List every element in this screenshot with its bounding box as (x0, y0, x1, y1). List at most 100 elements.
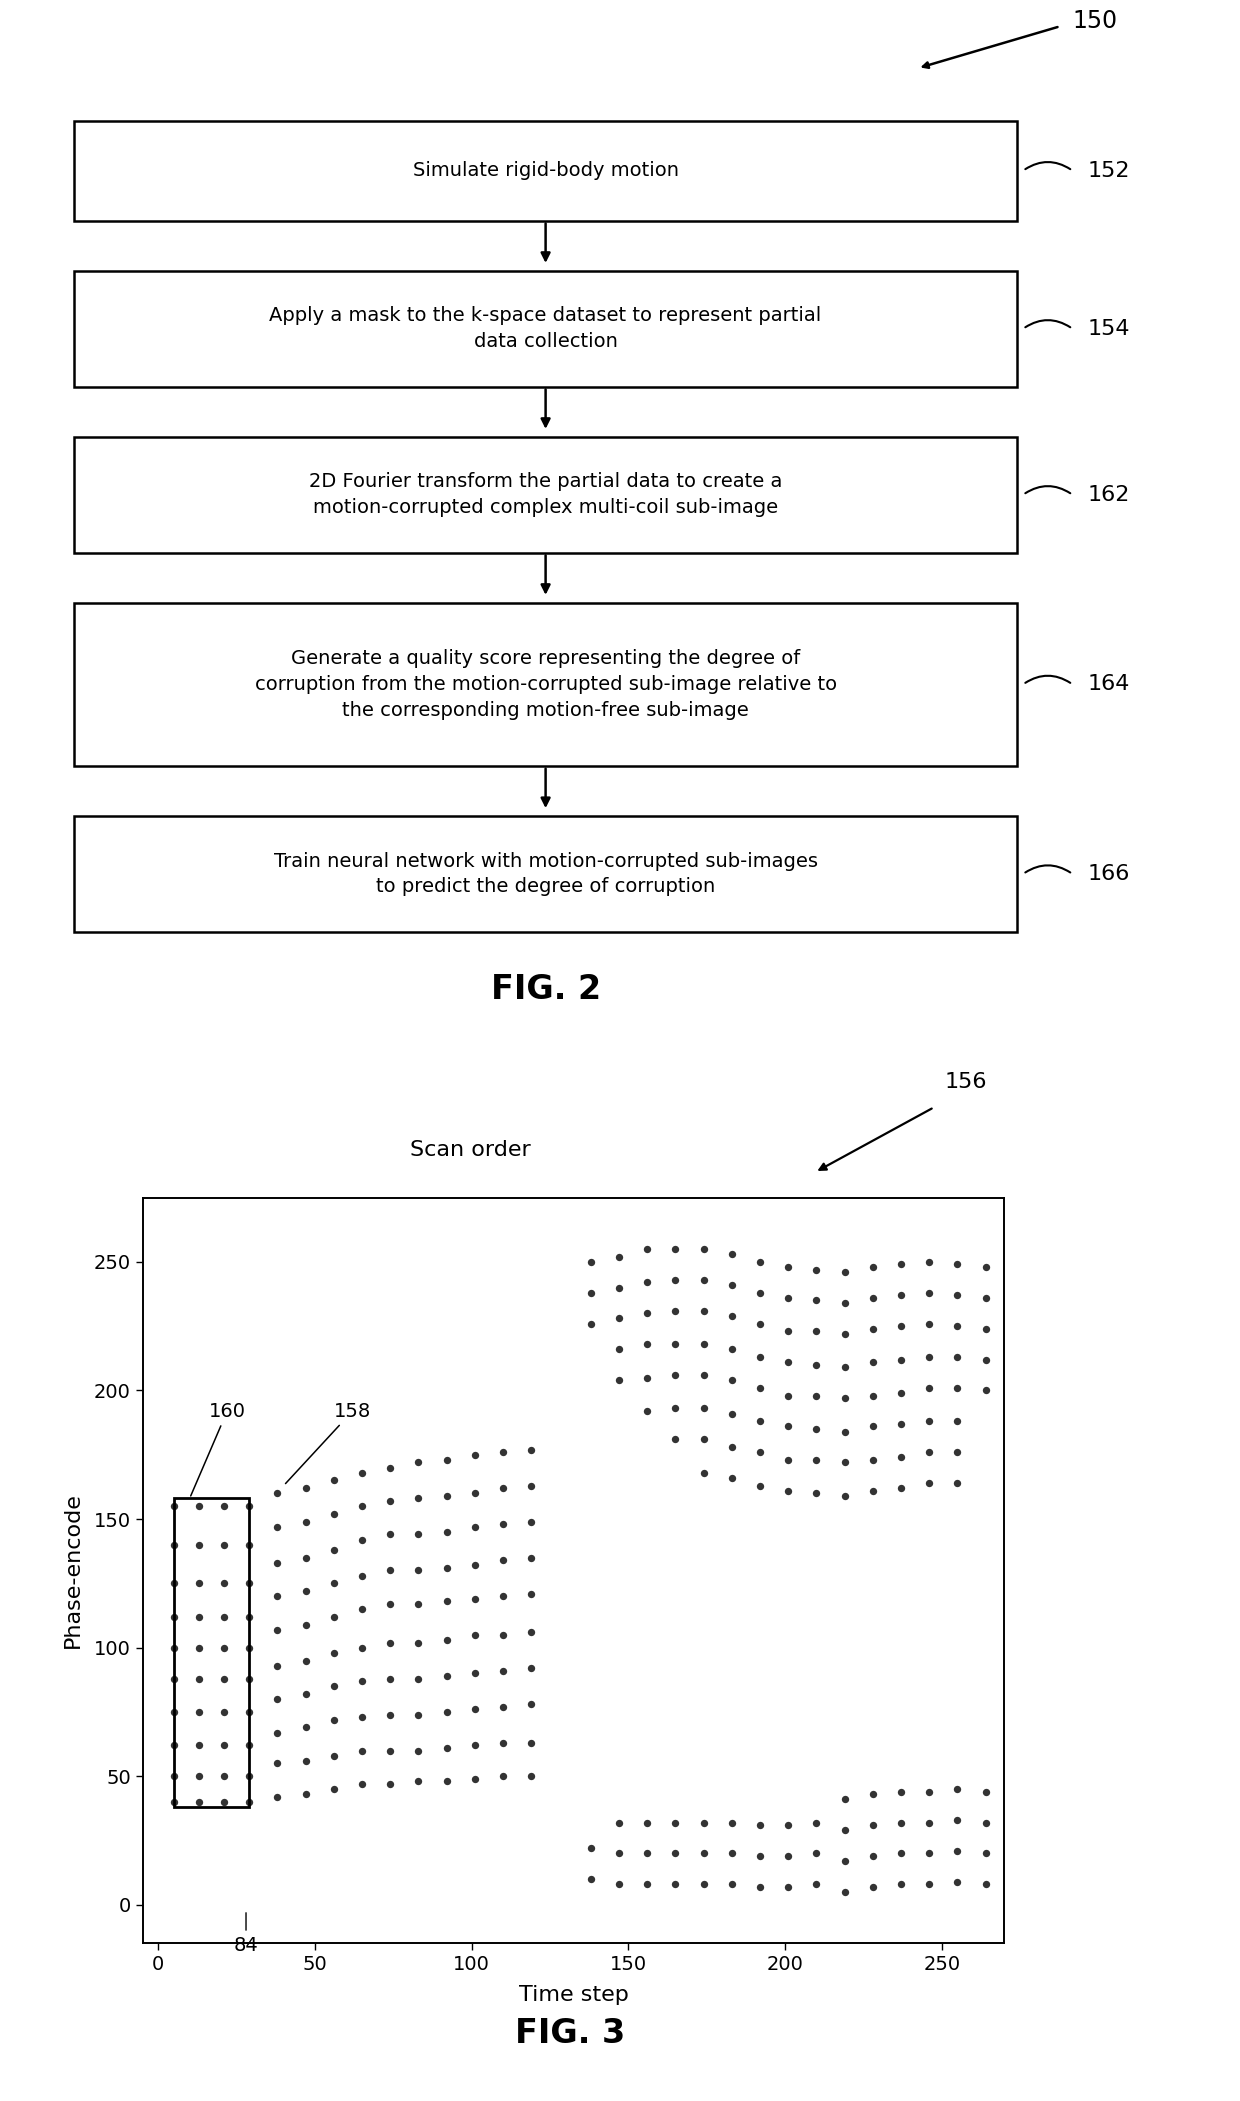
Point (722, 1397, 742, 1431)
Point (892, 1775, 911, 1809)
Point (609, 1868, 629, 1901)
Point (835, 1256, 854, 1290)
Point (693, 1231, 713, 1265)
Point (239, 1567, 259, 1601)
Point (947, 1280, 967, 1313)
Point (521, 1759, 541, 1792)
Point (580, 1861, 600, 1895)
Point (408, 1662, 428, 1696)
Point (637, 1805, 657, 1838)
Point (806, 1836, 826, 1870)
Point (352, 1559, 372, 1593)
Point (268, 1580, 288, 1614)
Point (750, 1838, 770, 1872)
Point (722, 1836, 742, 1870)
Point (779, 1809, 799, 1843)
Point (164, 1567, 184, 1601)
Point (188, 1696, 208, 1729)
Text: FIG. 3: FIG. 3 (516, 2017, 625, 2051)
Point (609, 1364, 629, 1397)
Text: 150: 150 (1073, 8, 1117, 34)
Text: 158: 158 (285, 1401, 371, 1483)
Point (465, 1548, 485, 1582)
Point (779, 1315, 799, 1349)
Point (408, 1586, 428, 1620)
Point (239, 1696, 259, 1729)
Point (239, 1527, 259, 1561)
Point (268, 1780, 288, 1813)
Text: Apply a mask to the k-space dataset to represent partial
data collection: Apply a mask to the k-space dataset to r… (269, 307, 822, 351)
Point (637, 1231, 657, 1265)
Point (436, 1551, 456, 1584)
Point (892, 1836, 911, 1870)
Point (465, 1763, 485, 1796)
Point (436, 1731, 456, 1765)
Text: 84: 84 (233, 1912, 258, 1954)
Point (919, 1868, 939, 1901)
Point (408, 1555, 428, 1588)
Point (693, 1263, 713, 1296)
Point (408, 1626, 428, 1660)
Point (722, 1237, 742, 1271)
Point (835, 1479, 854, 1513)
FancyBboxPatch shape (74, 271, 1017, 387)
Point (976, 1343, 996, 1376)
Point (637, 1395, 657, 1429)
Point (666, 1357, 686, 1391)
Point (863, 1311, 883, 1345)
Point (295, 1540, 315, 1574)
Point (863, 1838, 883, 1872)
Point (609, 1836, 629, 1870)
Point (268, 1614, 288, 1647)
Text: 166: 166 (1087, 864, 1130, 885)
Point (381, 1586, 401, 1620)
Point (779, 1378, 799, 1412)
Point (693, 1422, 713, 1456)
Point (436, 1660, 456, 1693)
Point (239, 1490, 259, 1523)
Point (580, 1307, 600, 1340)
Point (521, 1469, 541, 1502)
Point (381, 1483, 401, 1517)
Point (976, 1868, 996, 1901)
Point (835, 1414, 854, 1448)
Point (835, 1351, 854, 1385)
Point (637, 1361, 657, 1395)
Point (436, 1696, 456, 1729)
Point (835, 1286, 854, 1319)
Point (494, 1435, 513, 1469)
Point (215, 1630, 234, 1664)
Point (188, 1490, 208, 1523)
Point (381, 1698, 401, 1731)
Point (835, 1845, 854, 1878)
Point (666, 1805, 686, 1838)
Point (408, 1445, 428, 1479)
Point (494, 1506, 513, 1540)
Point (947, 1403, 967, 1437)
Point (947, 1372, 967, 1406)
Point (919, 1805, 939, 1838)
Point (863, 1250, 883, 1284)
Point (352, 1767, 372, 1801)
Point (436, 1584, 456, 1618)
Point (494, 1618, 513, 1651)
Point (436, 1443, 456, 1477)
Point (779, 1838, 799, 1872)
Point (494, 1653, 513, 1687)
Point (892, 1408, 911, 1441)
Point (976, 1836, 996, 1870)
Point (268, 1511, 288, 1544)
Bar (174, 1498, 249, 1807)
Point (239, 1729, 259, 1763)
Point (693, 1391, 713, 1424)
Point (268, 1717, 288, 1750)
Point (295, 1677, 315, 1710)
Point (722, 1805, 742, 1838)
Point (637, 1836, 657, 1870)
Point (188, 1729, 208, 1763)
Point (919, 1403, 939, 1437)
Point (521, 1727, 541, 1761)
Point (892, 1868, 911, 1901)
Point (919, 1246, 939, 1280)
Point (580, 1275, 600, 1309)
